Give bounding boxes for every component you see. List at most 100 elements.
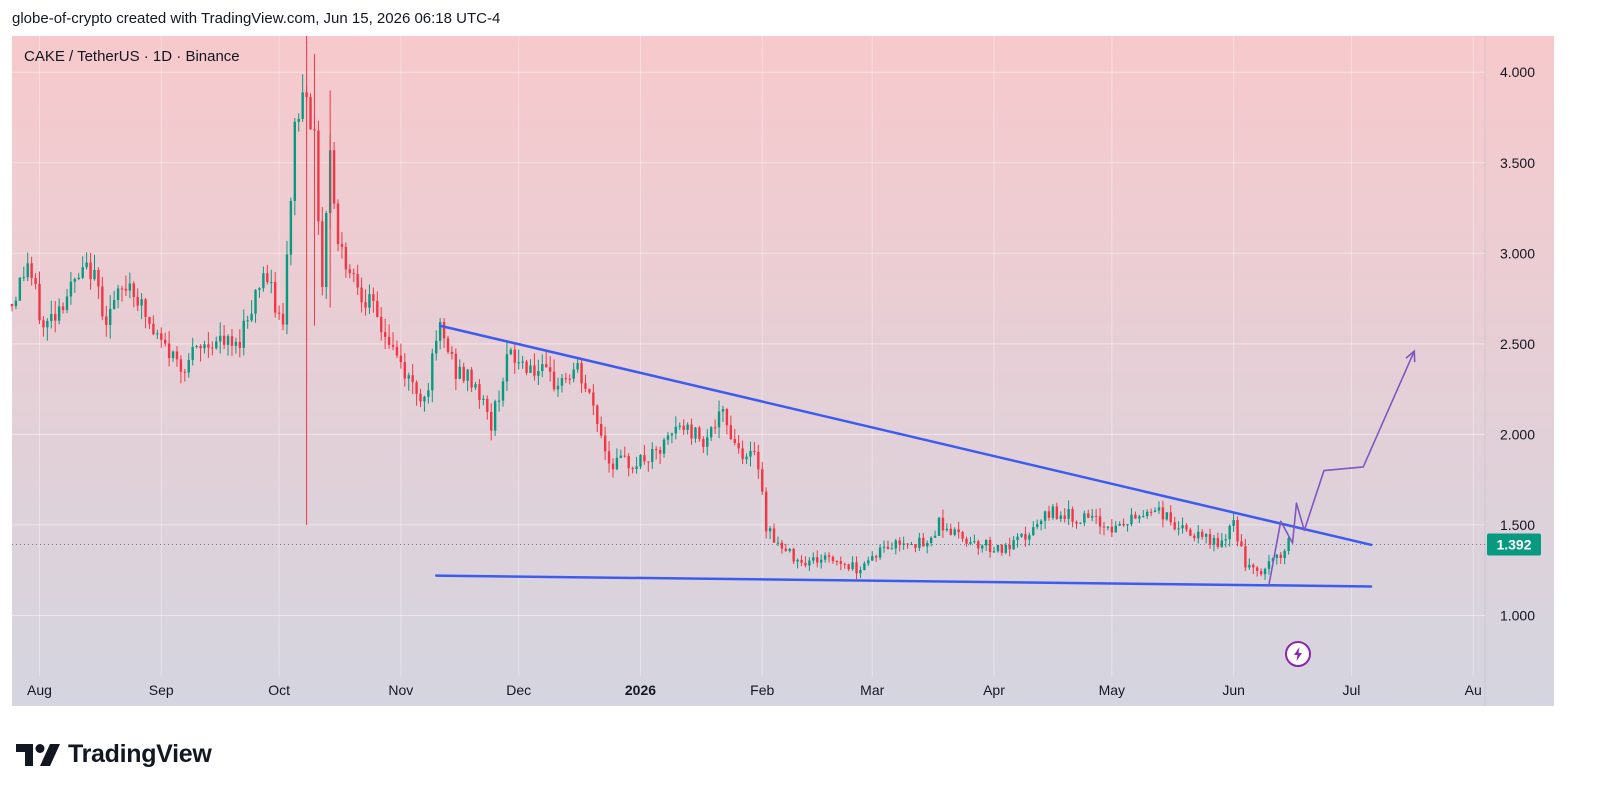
candle bbox=[136, 288, 139, 311]
candle bbox=[246, 315, 249, 329]
candle bbox=[30, 256, 33, 286]
candle bbox=[611, 458, 615, 478]
candle bbox=[281, 302, 285, 331]
candle bbox=[124, 275, 128, 296]
candle bbox=[937, 516, 941, 537]
candle bbox=[442, 318, 446, 348]
candle bbox=[1153, 507, 1157, 513]
candle bbox=[332, 141, 336, 210]
candle bbox=[694, 426, 697, 443]
candle bbox=[812, 552, 815, 564]
candle bbox=[933, 530, 937, 538]
candle bbox=[922, 533, 925, 547]
candle bbox=[356, 264, 359, 296]
candle bbox=[1224, 534, 1227, 548]
candle bbox=[112, 290, 116, 310]
projection-path[interactable] bbox=[1268, 350, 1416, 585]
candle bbox=[729, 415, 733, 441]
candle bbox=[289, 197, 293, 266]
candle bbox=[160, 327, 163, 348]
candle bbox=[81, 256, 84, 280]
candle bbox=[1287, 535, 1290, 555]
candle bbox=[93, 254, 96, 281]
candle bbox=[552, 359, 556, 392]
candle bbox=[474, 381, 477, 390]
candle bbox=[262, 266, 265, 292]
candle bbox=[902, 536, 905, 550]
candle bbox=[199, 344, 202, 362]
candle bbox=[1145, 509, 1149, 519]
current-price-tag: 1.392 bbox=[1487, 533, 1541, 556]
candle bbox=[1063, 508, 1066, 523]
candle bbox=[325, 210, 328, 299]
candle bbox=[800, 555, 803, 567]
candle bbox=[749, 441, 752, 467]
candle bbox=[690, 418, 693, 445]
candle bbox=[1000, 544, 1004, 556]
candle bbox=[580, 359, 583, 393]
candle bbox=[847, 563, 850, 572]
candle bbox=[69, 272, 73, 305]
candle bbox=[22, 266, 25, 282]
candle bbox=[270, 269, 273, 294]
candle bbox=[297, 113, 300, 132]
candle bbox=[97, 267, 100, 299]
candle bbox=[984, 539, 988, 551]
candle bbox=[784, 543, 788, 552]
candle bbox=[238, 329, 242, 358]
candle bbox=[600, 416, 603, 439]
candle bbox=[1016, 533, 1019, 548]
x-tick-label: Au bbox=[1465, 682, 1482, 698]
candle bbox=[482, 395, 485, 406]
candle bbox=[1134, 511, 1137, 519]
candle bbox=[1283, 548, 1286, 565]
candle bbox=[391, 332, 395, 351]
candle bbox=[470, 367, 473, 393]
candle bbox=[709, 426, 713, 442]
chart-background bbox=[12, 36, 1554, 706]
candle bbox=[1071, 506, 1074, 528]
x-tick-label: Oct bbox=[268, 682, 290, 698]
lower-trendline[interactable] bbox=[434, 574, 1373, 588]
chart-header: globe-of-crypto created with TradingView… bbox=[12, 10, 501, 27]
candle bbox=[686, 422, 689, 435]
candle bbox=[619, 449, 623, 459]
candle bbox=[753, 441, 756, 456]
candle bbox=[741, 440, 744, 465]
candle bbox=[427, 383, 430, 404]
flash-icon[interactable] bbox=[1285, 641, 1311, 667]
x-tick-label: Nov bbox=[388, 682, 413, 698]
candle bbox=[808, 557, 811, 572]
candle bbox=[831, 555, 835, 564]
candle bbox=[996, 544, 1000, 553]
candle bbox=[403, 353, 406, 387]
upper-trendline[interactable] bbox=[438, 324, 1373, 547]
candle bbox=[541, 354, 544, 378]
candle bbox=[438, 318, 442, 350]
candle bbox=[702, 436, 705, 454]
candle bbox=[733, 428, 736, 446]
candle bbox=[596, 404, 599, 432]
candle bbox=[1110, 519, 1114, 538]
candle bbox=[26, 252, 29, 282]
candle bbox=[407, 372, 410, 391]
x-tick-label: Feb bbox=[750, 682, 774, 698]
candle bbox=[387, 324, 391, 349]
candle bbox=[560, 373, 564, 393]
candle bbox=[1197, 525, 1200, 544]
candle bbox=[1248, 558, 1251, 570]
candle bbox=[772, 523, 776, 543]
candle bbox=[54, 301, 57, 333]
candle bbox=[109, 295, 112, 339]
candle bbox=[973, 534, 976, 544]
candle bbox=[572, 362, 575, 383]
candle bbox=[1028, 532, 1031, 546]
candle bbox=[1130, 508, 1133, 527]
candle bbox=[898, 537, 901, 552]
candle bbox=[1169, 505, 1172, 526]
candle bbox=[926, 540, 929, 554]
candle bbox=[140, 293, 143, 320]
candle bbox=[215, 336, 218, 350]
candle bbox=[651, 442, 654, 470]
